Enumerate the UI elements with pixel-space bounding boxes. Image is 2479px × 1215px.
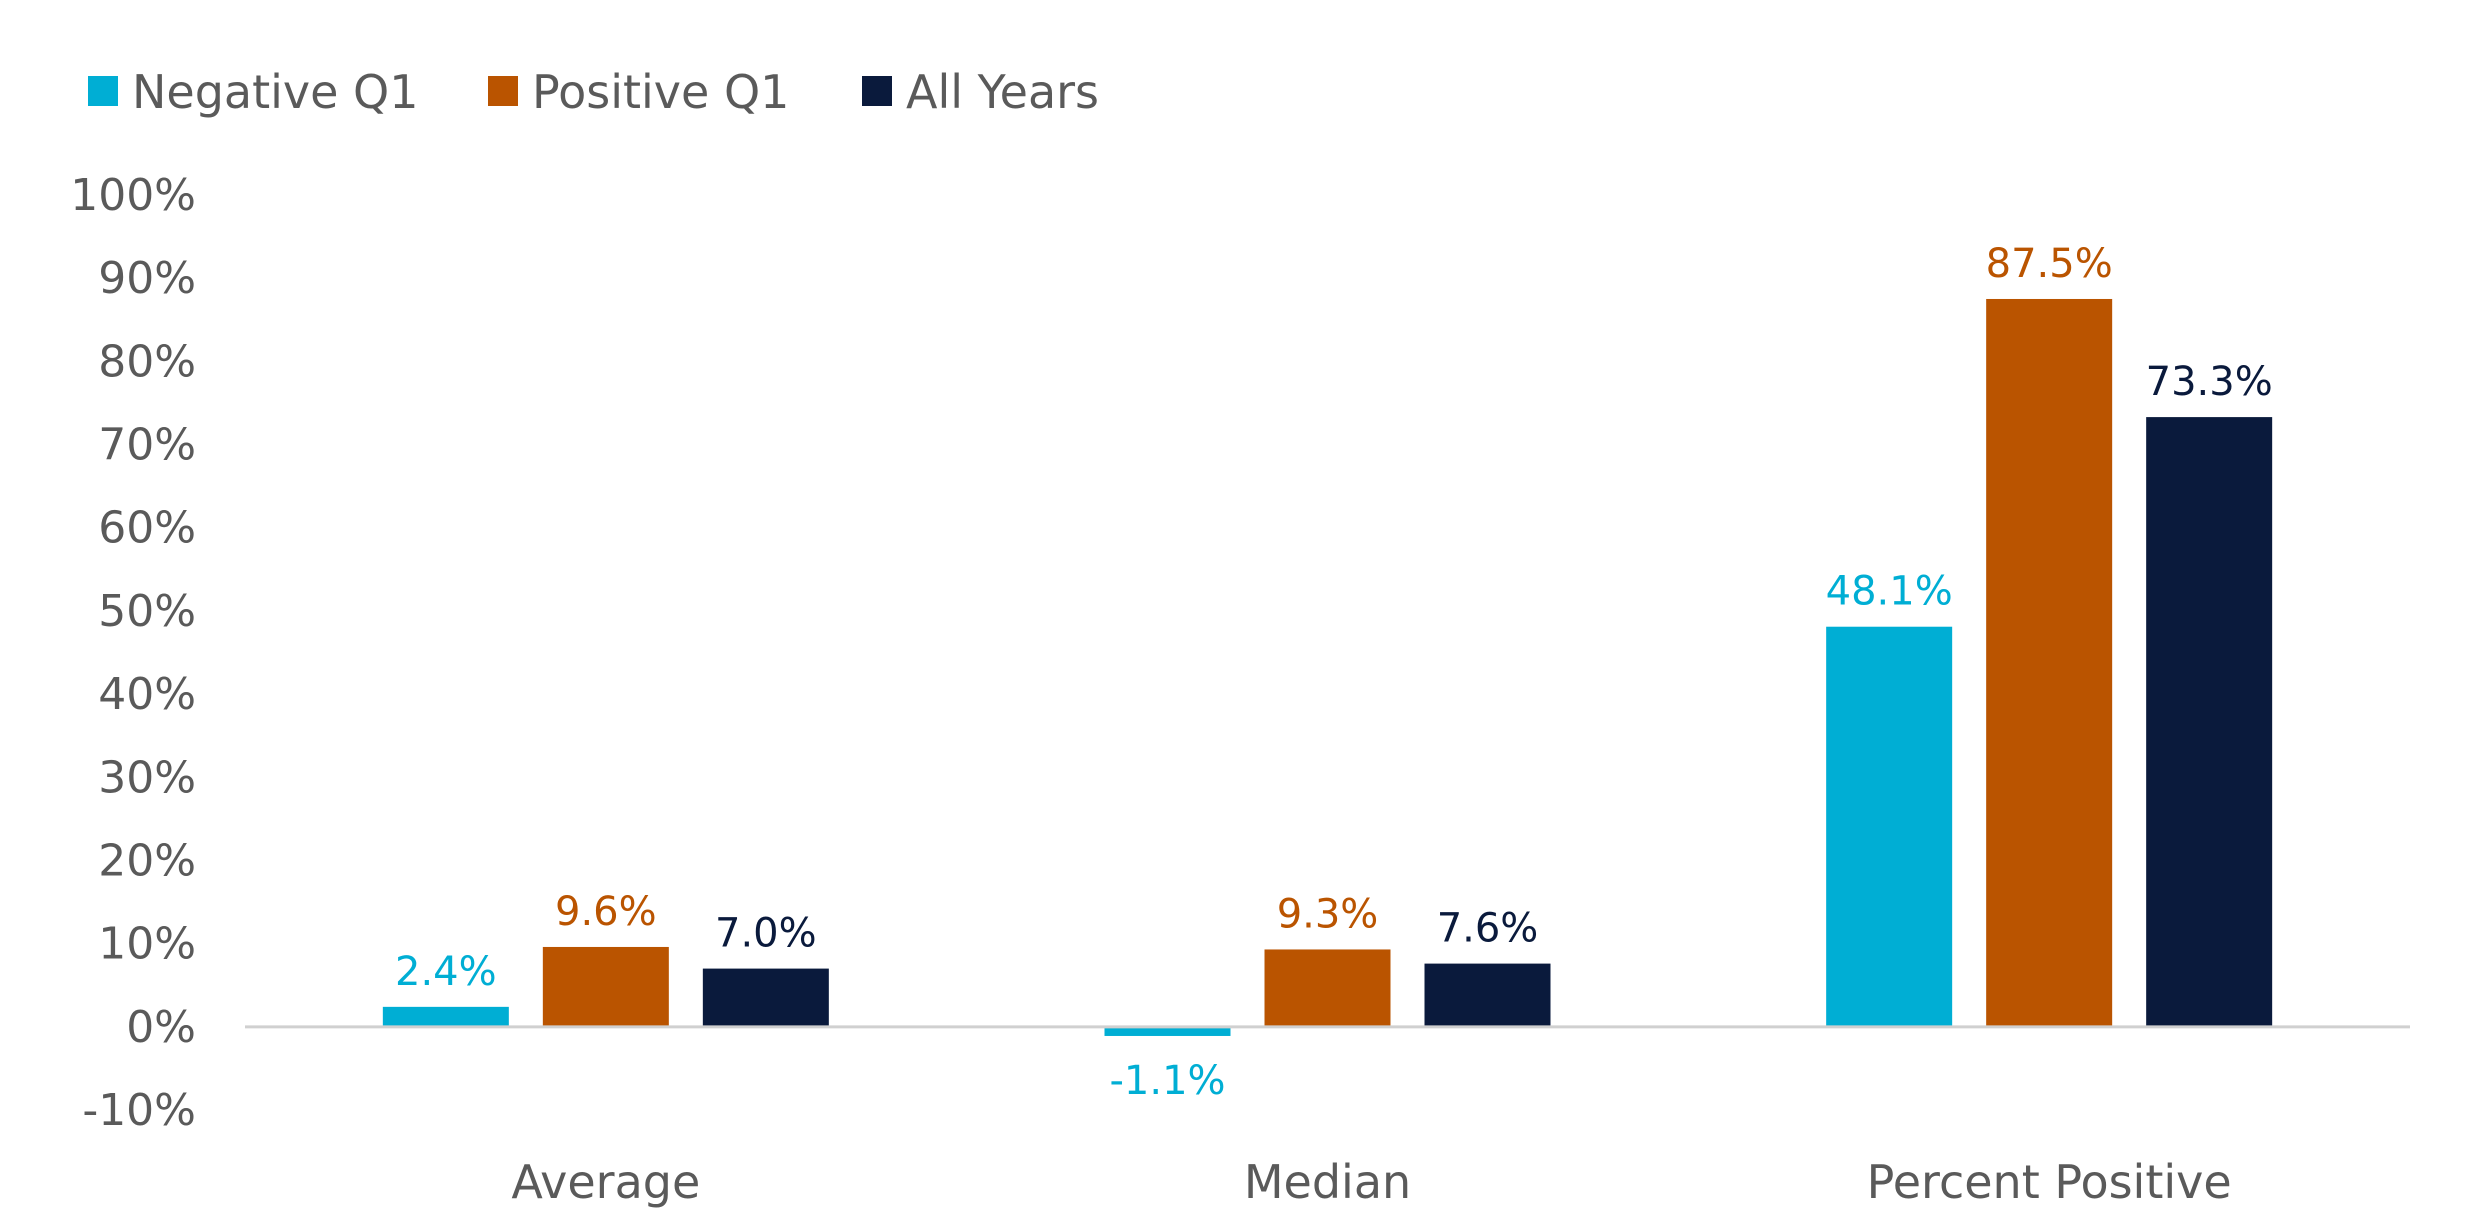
legend-label-negative-q1: Negative Q1 bbox=[132, 65, 419, 119]
data-label-negative-q1-average: 2.4% bbox=[395, 949, 497, 995]
bars bbox=[382, 298, 2273, 1036]
data-label-negative-q1-percent-positive: 48.1% bbox=[1826, 569, 1953, 615]
y-tick-label: 40% bbox=[98, 669, 196, 720]
y-tick-label: 90% bbox=[98, 253, 196, 304]
bar-all-years-median bbox=[1424, 963, 1551, 1027]
bar-all-years-average bbox=[702, 968, 829, 1027]
y-tick-label: 70% bbox=[98, 420, 196, 471]
y-tick-label: 20% bbox=[98, 835, 196, 886]
bar-negative-q1-median bbox=[1104, 1026, 1231, 1036]
data-label-all-years-percent-positive: 73.3% bbox=[2146, 359, 2273, 405]
y-tick-label: 50% bbox=[98, 586, 196, 637]
data-labels: 2.4% 9.6% 7.0% -1.1% 9.3% 7.6% 48.1% 87.5% 73.3% bbox=[395, 241, 2273, 1104]
y-tick-label: 60% bbox=[98, 503, 196, 554]
data-label-negative-q1-median: -1.1% bbox=[1109, 1058, 1225, 1104]
y-tick-label: 100% bbox=[70, 170, 196, 221]
y-tick-label: 10% bbox=[98, 919, 196, 970]
bar-positive-q1-average bbox=[542, 946, 669, 1027]
y-tick-label: -10% bbox=[82, 1085, 196, 1136]
y-tick-label: 30% bbox=[98, 752, 196, 803]
bar-negative-q1-percent-positive bbox=[1826, 626, 1953, 1027]
legend-label-all-years: All Years bbox=[906, 65, 1099, 119]
category-label-percent-positive: Percent Positive bbox=[1867, 1155, 2232, 1209]
category-label-average: Average bbox=[511, 1155, 700, 1209]
data-label-all-years-median: 7.6% bbox=[1437, 906, 1539, 952]
category-label-median: Median bbox=[1244, 1155, 1411, 1209]
legend: Negative Q1 Positive Q1 All Years bbox=[88, 65, 1099, 119]
y-tick-label: 80% bbox=[98, 336, 196, 387]
bar-all-years-percent-positive bbox=[2146, 417, 2273, 1027]
data-label-positive-q1-median: 9.3% bbox=[1277, 891, 1379, 937]
data-label-positive-q1-average: 9.6% bbox=[555, 889, 657, 935]
data-label-all-years-average: 7.0% bbox=[715, 911, 817, 957]
bar-negative-q1-average bbox=[382, 1006, 509, 1027]
legend-label-positive-q1: Positive Q1 bbox=[532, 65, 789, 119]
y-tick-label: 0% bbox=[126, 1002, 196, 1053]
legend-swatch-negative-q1 bbox=[88, 76, 118, 106]
x-axis: Average Median Percent Positive bbox=[511, 1155, 2231, 1209]
y-axis: 100% 90% 80% 70% 60% 50% 40% 30% 20% 10% 0% -10% bbox=[70, 170, 196, 1136]
legend-swatch-all-years bbox=[862, 76, 892, 106]
legend-swatch-positive-q1 bbox=[488, 76, 518, 106]
data-label-positive-q1-percent-positive: 87.5% bbox=[1986, 241, 2113, 287]
bar-positive-q1-median bbox=[1264, 949, 1391, 1027]
bar-positive-q1-percent-positive bbox=[1986, 298, 2113, 1027]
